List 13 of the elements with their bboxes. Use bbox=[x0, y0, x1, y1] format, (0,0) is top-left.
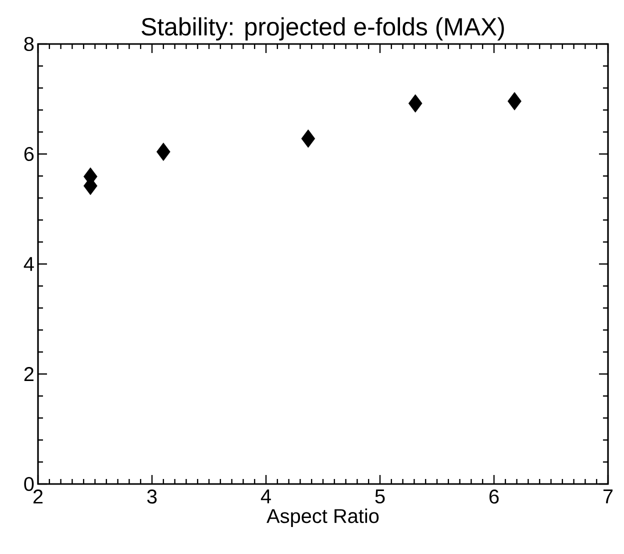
x-tick-label: 5 bbox=[375, 490, 385, 504]
x-tick-label: 7 bbox=[603, 490, 613, 504]
chart-title: Stability: projected e-folds (MAX) bbox=[142, 17, 504, 41]
y-tick-label: 2 bbox=[24, 367, 34, 381]
y-tick-label: 6 bbox=[24, 146, 34, 162]
x-tick-label: 4 bbox=[260, 490, 271, 504]
x-tick-label: 2 bbox=[33, 490, 43, 504]
y-tick-label: 4 bbox=[24, 257, 34, 271]
y-tick-label: 8 bbox=[24, 36, 34, 52]
x-tick-label: 6 bbox=[489, 490, 499, 504]
x-axis-title: Aspect Ratio bbox=[266, 508, 379, 528]
y-tick-label: 0 bbox=[24, 476, 34, 492]
x-tick-label: 3 bbox=[147, 490, 157, 504]
